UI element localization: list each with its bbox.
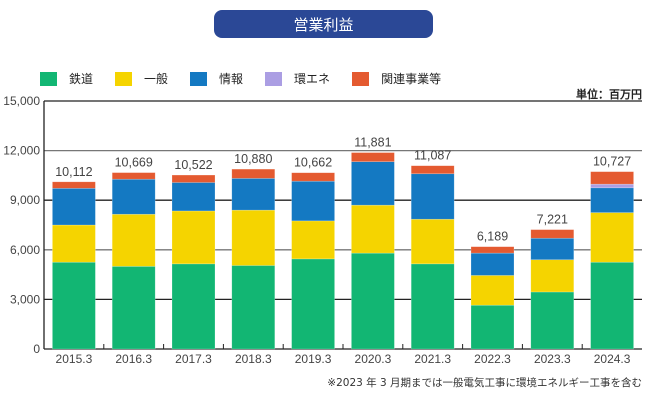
- legend-swatch: [190, 71, 208, 86]
- bar-segment: [590, 187, 634, 213]
- bar-segment: [590, 212, 634, 263]
- x-tick-label: 2022.3: [474, 352, 511, 366]
- bar-segment: [231, 178, 276, 211]
- bar-segment: [111, 172, 156, 180]
- bar-segment: [171, 263, 216, 350]
- bar-segment: [231, 265, 276, 350]
- total-label: 10,880: [234, 152, 272, 166]
- bar-segment: [291, 258, 335, 350]
- x-tick-label: 2021.3: [414, 352, 451, 366]
- total-label: 10,662: [294, 156, 332, 170]
- legend: 鉄道 一般 情報 環エネ 関連事業等: [40, 70, 463, 87]
- legend-label: 情報: [219, 72, 244, 86]
- legend-item: 関連事業等: [352, 70, 441, 87]
- bar-segment: [231, 168, 276, 179]
- legend-swatch: [115, 71, 133, 86]
- legend-swatch: [40, 71, 57, 86]
- bar-segment: [52, 224, 96, 263]
- bar-segment: [291, 220, 335, 260]
- legend-item: 環エネ: [265, 70, 330, 87]
- total-label: 10,522: [174, 158, 212, 172]
- legend-label: 関連事業等: [381, 72, 442, 86]
- bar-segment: [351, 161, 395, 206]
- legend-label: 一般: [144, 72, 169, 86]
- bar-segment: [410, 173, 455, 220]
- x-tick-label: 2024.3: [594, 352, 631, 366]
- bar-segment: [52, 181, 96, 189]
- bar-segment: [111, 213, 156, 267]
- y-tick-label: 6,000: [10, 243, 40, 257]
- legend-item: 鉄道: [40, 70, 93, 87]
- total-label: 10,727: [593, 155, 631, 169]
- footnote: ※2023 年 3 月期までは一般電気工事に環境エネルギー工事を含む: [327, 377, 642, 389]
- legend-swatch: [352, 71, 370, 86]
- bar-segment: [470, 252, 515, 276]
- bar-segment: [351, 204, 395, 254]
- bar-segment: [470, 304, 515, 350]
- y-tick-label: 0: [33, 342, 40, 356]
- bar-segment: [351, 152, 395, 162]
- bar-segment: [351, 252, 395, 350]
- chart-title: 営業利益: [214, 10, 433, 38]
- total-label: 10,112: [55, 165, 92, 179]
- legend-item: 一般: [115, 70, 168, 87]
- bar-segment: [52, 261, 96, 350]
- bar-segment: [530, 259, 575, 293]
- y-tick-label: 3,000: [10, 292, 40, 306]
- bar-segment: [590, 171, 634, 185]
- total-label: 11,881: [354, 136, 391, 150]
- total-label: 7,221: [537, 213, 568, 227]
- x-tick-label: 2023.3: [534, 352, 571, 366]
- legend-label: 環エネ: [294, 72, 331, 86]
- bar-segment: [470, 246, 515, 254]
- total-label: 10,669: [115, 156, 153, 170]
- bar-segment: [291, 180, 335, 222]
- bar-segment: [231, 209, 276, 266]
- bar-segment: [52, 187, 96, 226]
- y-tick-label: 12,000: [3, 144, 40, 158]
- x-tick-label: 2017.3: [175, 352, 212, 366]
- bar-segment: [171, 174, 216, 183]
- x-tick-label: 2019.3: [295, 352, 332, 366]
- legend-swatch: [265, 71, 283, 86]
- x-tick-label: 2020.3: [355, 352, 392, 366]
- y-tick-label: 15,000: [3, 94, 40, 108]
- legend-label: 鉄道: [69, 72, 94, 86]
- unit-label: 単位：百万円: [576, 88, 642, 101]
- total-label: 11,087: [414, 149, 451, 163]
- bar-segment: [530, 237, 575, 261]
- bar-segment: [291, 172, 335, 182]
- bar-segment: [111, 266, 156, 350]
- bar-segment: [410, 218, 455, 265]
- y-tick-label: 9,000: [10, 193, 40, 207]
- x-tick-label: 2015.3: [56, 352, 93, 366]
- bar-segment: [111, 178, 156, 215]
- bar-segment: [470, 275, 515, 306]
- x-tick-label: 2018.3: [235, 352, 272, 366]
- bar-segment: [410, 263, 455, 350]
- legend-item: 情報: [190, 70, 243, 87]
- x-tick-label: 2016.3: [115, 352, 152, 366]
- bar-segment: [171, 182, 216, 212]
- bar-segment: [590, 261, 634, 350]
- bar-segment: [410, 165, 455, 175]
- bar-segment: [530, 229, 575, 239]
- total-label: 6,189: [477, 230, 508, 244]
- bar-segment: [171, 210, 216, 265]
- bar-segment: [530, 291, 575, 350]
- bar-segment: [590, 183, 634, 189]
